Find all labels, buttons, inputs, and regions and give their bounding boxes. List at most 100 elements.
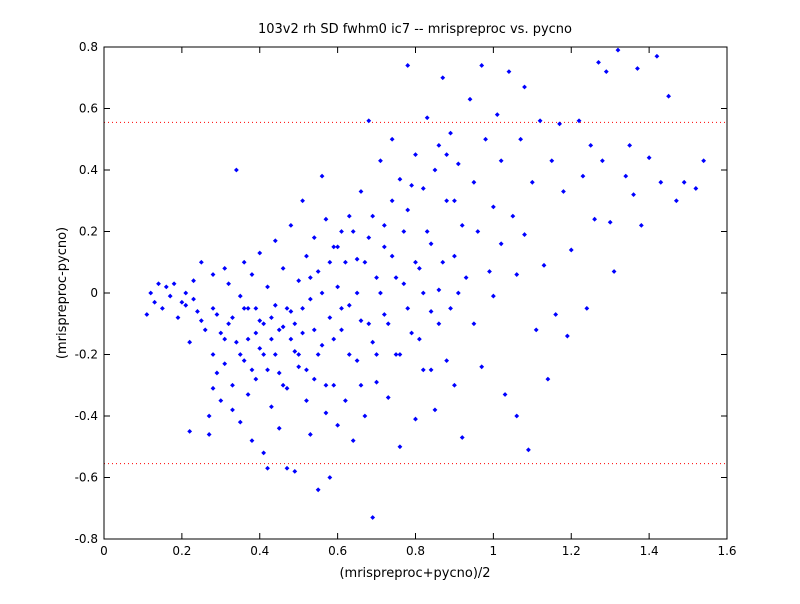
data-point (455, 290, 461, 296)
data-point (346, 213, 352, 219)
data-point (276, 425, 282, 431)
data-point (701, 158, 707, 164)
data-point (455, 161, 461, 167)
data-point (471, 179, 477, 185)
data-point (627, 143, 633, 148)
data-point (561, 189, 566, 194)
data-point (272, 302, 278, 308)
data-point (596, 59, 601, 65)
data-point (315, 352, 321, 357)
y-tick-label: -0.6 (75, 471, 98, 485)
data-point (241, 305, 247, 311)
data-point (510, 213, 516, 219)
data-point (350, 229, 356, 234)
data-point (405, 207, 411, 213)
data-point (343, 398, 348, 404)
data-point (600, 158, 605, 164)
data-point (315, 269, 321, 274)
axes-background (104, 47, 727, 539)
data-point (300, 305, 305, 311)
data-point (331, 382, 337, 388)
data-point (541, 262, 547, 268)
data-point (276, 327, 282, 333)
data-point (335, 244, 341, 250)
data-point (389, 253, 395, 259)
data-point (673, 198, 679, 204)
data-point (284, 465, 290, 471)
data-point (300, 330, 305, 336)
data-point (354, 290, 360, 296)
data-point (249, 272, 255, 277)
data-point (339, 305, 344, 311)
data-point (261, 450, 267, 456)
data-point (354, 358, 360, 364)
data-point (339, 327, 344, 333)
data-point (198, 259, 204, 265)
data-point (459, 435, 465, 440)
x-tick-label: 1.4 (640, 544, 659, 558)
data-point (343, 259, 348, 265)
data-point (191, 278, 196, 284)
data-point (265, 465, 270, 471)
data-point (214, 312, 220, 317)
data-point (160, 305, 165, 311)
chart-title: 103v2 rh SD fwhm0 ic7 -- mrispreproc vs.… (258, 22, 572, 37)
data-point (452, 253, 457, 259)
data-point (319, 290, 325, 296)
data-points (144, 47, 707, 520)
data-point (269, 315, 274, 320)
data-point (444, 152, 450, 158)
data-point (148, 290, 154, 296)
data-point (580, 173, 586, 179)
data-point (249, 438, 255, 443)
y-tick-label: -0.2 (75, 348, 98, 362)
data-point (623, 173, 629, 179)
y-tick-label: 0.8 (79, 40, 98, 54)
y-tick-label: -0.4 (75, 409, 98, 423)
data-point (241, 259, 247, 265)
data-point (272, 352, 278, 357)
data-point (339, 229, 344, 234)
data-point (276, 370, 282, 376)
data-point (261, 352, 267, 357)
data-point (206, 413, 212, 419)
data-point (323, 216, 329, 222)
y-tick-label: 0.4 (79, 163, 98, 177)
x-tick-label: 0.8 (406, 544, 425, 558)
data-point (319, 173, 325, 179)
data-point (288, 309, 294, 314)
data-point (440, 75, 446, 81)
data-point (206, 432, 212, 437)
data-point (195, 309, 200, 314)
data-point (362, 413, 368, 419)
data-point (265, 284, 270, 290)
data-point (187, 339, 193, 345)
data-point (413, 416, 418, 422)
data-point (444, 198, 450, 204)
data-point (498, 158, 504, 164)
data-point (241, 358, 247, 364)
data-point (397, 352, 403, 357)
data-point (144, 312, 150, 317)
data-point (432, 167, 438, 173)
x-axis-label: (mrispreproc+pycno)/2 (339, 566, 490, 581)
data-point (526, 447, 531, 453)
data-point (202, 327, 208, 333)
data-point (393, 275, 399, 281)
data-point (448, 305, 453, 311)
data-point (253, 376, 259, 382)
data-point (592, 216, 598, 222)
data-point (214, 370, 220, 376)
data-point (506, 69, 512, 74)
data-point (315, 487, 321, 493)
data-point (428, 241, 434, 247)
x-tick-label: 1 (490, 544, 498, 558)
data-point (249, 367, 255, 373)
x-tick-label: 0 (100, 544, 108, 558)
data-point (452, 382, 457, 388)
data-point (366, 235, 372, 241)
data-point (257, 318, 263, 324)
data-point (187, 428, 193, 434)
data-point (401, 229, 407, 234)
